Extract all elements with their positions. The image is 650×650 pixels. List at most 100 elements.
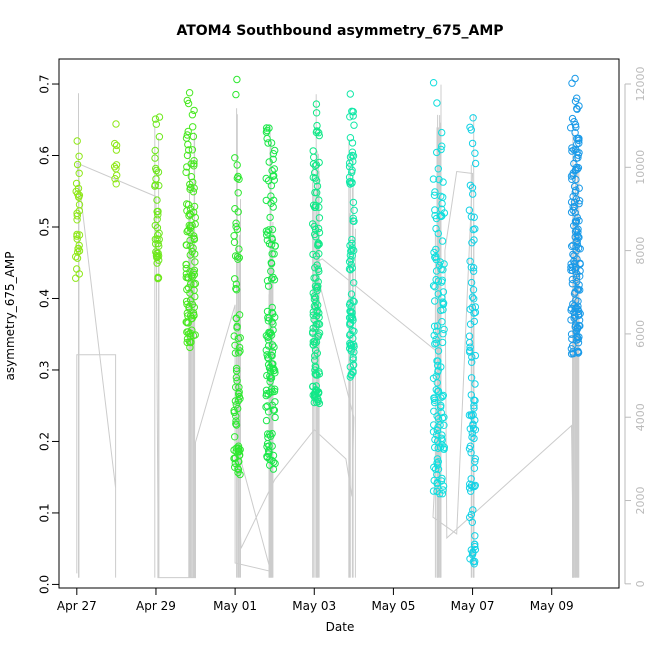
data-point xyxy=(467,213,476,221)
data-point xyxy=(268,456,276,465)
data-point xyxy=(346,363,354,371)
data-point xyxy=(111,139,119,148)
data-point xyxy=(154,207,162,216)
y-tick-label: 0.2 xyxy=(38,432,52,451)
data-point xyxy=(346,251,355,259)
data-point xyxy=(264,313,272,322)
data-point xyxy=(312,203,320,211)
y2-tick-label: 4000 xyxy=(634,403,647,431)
data-point xyxy=(570,198,579,207)
data-point xyxy=(349,198,358,207)
data-point xyxy=(270,250,278,258)
data-point xyxy=(434,361,442,370)
data-point xyxy=(232,314,240,322)
data-point xyxy=(73,160,82,169)
data-point xyxy=(465,206,474,214)
data-point xyxy=(235,245,243,253)
data-point xyxy=(232,444,241,452)
data-point xyxy=(230,332,238,340)
data-point xyxy=(576,286,584,294)
data-point xyxy=(468,184,477,192)
data-point xyxy=(233,225,242,234)
data-point xyxy=(469,506,477,514)
data-point xyxy=(183,335,192,343)
data-point xyxy=(262,124,271,132)
data-point xyxy=(572,123,580,131)
data-point xyxy=(235,392,244,401)
data-point xyxy=(232,364,241,373)
data-point xyxy=(470,295,478,303)
data-point xyxy=(470,560,478,568)
data-point xyxy=(262,174,270,183)
data-point xyxy=(268,429,276,438)
data-point xyxy=(436,258,444,266)
data-point xyxy=(470,404,478,412)
data-point xyxy=(572,165,580,174)
data-point xyxy=(185,89,194,97)
x-axis-label: Date xyxy=(326,620,355,634)
data-point xyxy=(264,342,273,350)
data-point xyxy=(471,396,479,405)
data-point xyxy=(470,402,478,410)
data-point xyxy=(152,252,161,260)
data-point xyxy=(433,426,442,434)
data-point xyxy=(469,286,478,294)
data-point xyxy=(576,310,584,318)
data-point xyxy=(268,348,277,356)
data-point xyxy=(469,114,477,122)
data-point xyxy=(567,124,575,132)
data-point xyxy=(348,235,356,244)
data-point xyxy=(234,404,242,413)
data-point xyxy=(349,157,357,166)
y2-tick-label: 0 xyxy=(634,580,647,587)
data-point xyxy=(232,90,240,99)
data-point xyxy=(438,431,446,439)
data-point xyxy=(567,263,575,272)
data-point xyxy=(191,258,199,266)
data-point xyxy=(263,452,271,461)
data-point xyxy=(186,242,194,250)
data-point xyxy=(315,196,323,204)
data-points xyxy=(72,74,584,568)
data-point xyxy=(568,280,577,288)
data-point xyxy=(184,127,192,136)
data-point xyxy=(231,154,239,162)
data-point xyxy=(234,466,243,474)
data-point xyxy=(567,208,576,216)
data-point xyxy=(232,286,241,294)
data-point xyxy=(311,293,320,302)
data-point xyxy=(347,290,356,298)
data-point xyxy=(573,94,581,102)
data-point xyxy=(430,248,438,257)
x-tick-label: May 01 xyxy=(213,599,257,613)
data-point xyxy=(268,360,276,368)
data-point xyxy=(184,99,193,108)
data-point xyxy=(73,137,81,145)
data-point xyxy=(111,175,119,183)
data-point xyxy=(182,168,190,177)
data-point xyxy=(312,252,321,260)
data-point xyxy=(568,275,577,284)
data-point xyxy=(233,252,242,261)
data-point xyxy=(266,378,274,386)
data-point xyxy=(440,413,448,421)
data-point xyxy=(309,250,317,259)
data-point xyxy=(467,278,476,287)
data-point xyxy=(431,435,439,444)
data-point xyxy=(265,364,274,372)
data-point xyxy=(435,261,444,270)
data-point xyxy=(264,361,273,369)
data-point xyxy=(313,189,321,197)
data-point xyxy=(267,259,275,267)
data-point xyxy=(186,180,194,189)
data-point xyxy=(468,139,477,148)
x-tick-label: May 03 xyxy=(292,599,336,613)
data-point xyxy=(190,162,198,170)
data-point xyxy=(432,252,440,261)
data-point xyxy=(112,146,121,154)
data-point xyxy=(439,391,447,400)
data-point xyxy=(73,265,81,273)
data-point xyxy=(570,182,579,191)
data-point xyxy=(466,346,474,355)
data-point xyxy=(436,403,445,411)
